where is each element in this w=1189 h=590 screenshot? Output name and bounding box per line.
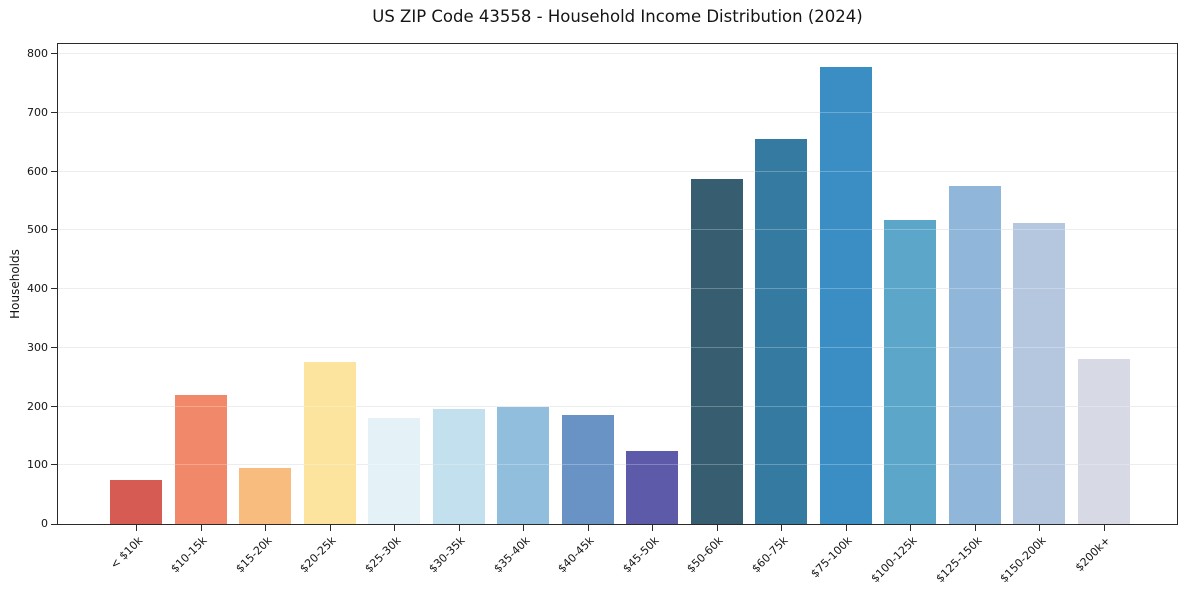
gridline <box>58 170 1177 172</box>
gridline-overlay <box>58 346 1177 348</box>
x-axis-tick <box>523 525 525 531</box>
gridline-overlay <box>58 53 1177 54</box>
x-axis-tick <box>265 525 267 531</box>
gridline <box>58 53 1177 54</box>
bar <box>239 468 292 524</box>
y-tick-label: 700 <box>27 105 48 119</box>
gridline-overlay <box>58 464 1177 466</box>
gridline-overlay <box>58 111 1177 113</box>
bar <box>1077 358 1130 524</box>
gridline <box>58 464 1177 466</box>
bar <box>561 414 614 524</box>
bar <box>174 395 227 524</box>
x-tick-label: $60-75k <box>749 534 791 576</box>
x-tick-label: < $10k <box>107 534 146 572</box>
x-tick-label: $40-45k <box>555 534 597 576</box>
x-tick-label: $125-150k <box>932 534 985 586</box>
gridline-overlay <box>58 405 1177 407</box>
x-tick-label: $200k+ <box>1073 534 1114 575</box>
bar <box>626 450 679 524</box>
bar <box>497 406 550 524</box>
x-axis-tick <box>587 525 589 531</box>
bar <box>755 138 808 524</box>
bar <box>110 479 162 524</box>
y-tick-label: 300 <box>27 340 48 354</box>
y-tick-label: 800 <box>27 47 48 60</box>
y-tick-label: 0 <box>41 517 48 530</box>
bar <box>948 186 1001 524</box>
x-tick-label: $15-20k <box>232 534 275 576</box>
gridline <box>58 346 1177 348</box>
x-tick-label: $100-125k <box>868 534 920 586</box>
bar <box>819 66 872 524</box>
y-tick-label: 400 <box>27 282 48 295</box>
x-axis-tick <box>200 525 202 531</box>
y-axis-tick <box>51 170 57 172</box>
x-tick-label: $20-25k <box>297 534 339 576</box>
gridline <box>58 405 1177 407</box>
x-axis-tick <box>910 525 912 531</box>
x-axis-tick <box>394 525 396 531</box>
x-axis-tick <box>1103 525 1105 531</box>
x-tick-label: $35-40k <box>491 534 533 576</box>
plot-area: 0 100 200 300 400 500 600 700 800 < $10k $10-15k $1… <box>27 43 1178 585</box>
y-axis-tick <box>51 405 57 407</box>
gridline <box>58 288 1177 289</box>
y-tick-label: 500 <box>27 223 48 237</box>
gridline-overlay <box>58 170 1177 172</box>
bar <box>432 409 485 524</box>
y-axis-tick <box>51 53 57 54</box>
x-tick-label: $10-15k <box>168 534 210 576</box>
x-axis-tick <box>781 525 783 531</box>
x-tick-label: $30-35k <box>426 534 468 576</box>
x-axis-tick <box>974 525 976 531</box>
x-tick-label: $75-100k <box>808 534 856 581</box>
x-tick-label: $25-30k <box>362 534 404 576</box>
x-axis-tick <box>652 525 654 531</box>
bar <box>303 362 356 524</box>
gridline-overlay <box>58 288 1177 289</box>
bar <box>368 418 421 524</box>
gridline <box>58 229 1177 231</box>
y-axis-tick <box>51 524 57 525</box>
y-axis-tick <box>51 229 57 231</box>
x-tick-label: $45-50k <box>620 534 662 576</box>
x-axis-tick <box>845 525 847 531</box>
y-axis-tick <box>51 346 57 348</box>
x-tick-label: $150-200k <box>997 534 1049 586</box>
y-tick-label: 200 <box>27 399 48 413</box>
x-axis-tick <box>716 525 718 531</box>
x-axis-tick <box>1039 525 1041 531</box>
x-axis-tick <box>136 525 137 531</box>
chart-title: US ZIP Code 43558 - Household Income Dis… <box>372 7 863 26</box>
x-tick-label: $50-60k <box>684 534 726 576</box>
y-axis-tick <box>51 111 57 113</box>
y-tick-label: 600 <box>27 164 48 178</box>
gridline <box>58 111 1177 113</box>
x-axis-tick <box>458 525 460 531</box>
x-axis-tick <box>329 525 331 531</box>
bar <box>884 220 937 524</box>
y-axis-tick <box>51 288 57 289</box>
gridline-overlay <box>58 229 1177 231</box>
y-axis-tick <box>51 464 57 466</box>
bar <box>690 179 743 524</box>
y-axis-label: Households <box>8 249 22 319</box>
bar <box>1013 223 1066 524</box>
y-tick-label: 100 <box>27 458 48 472</box>
